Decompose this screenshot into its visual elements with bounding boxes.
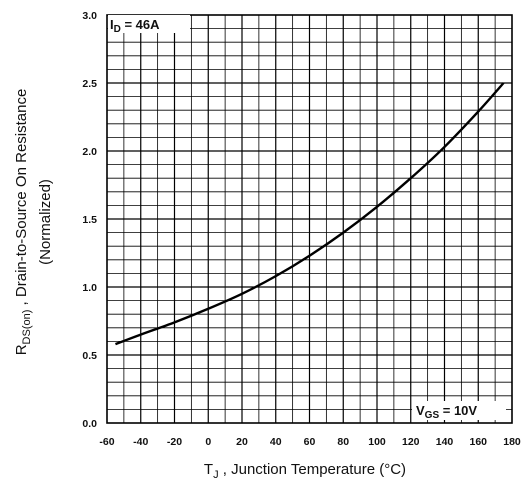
y-tick-label: 0.5 bbox=[82, 350, 97, 362]
x-tick-label: 0 bbox=[205, 436, 211, 448]
x-tick-label: 120 bbox=[402, 436, 420, 448]
y-tick-label: 1.0 bbox=[82, 282, 97, 294]
x-axis-title-text: , Junction Temperature (°C) bbox=[219, 461, 406, 478]
annotation-current-bg bbox=[108, 15, 190, 33]
x-tick-label: 140 bbox=[436, 436, 454, 448]
y-tick-labels: 0.0 0.5 1.0 1.5 2.0 2.5 3.0 bbox=[82, 10, 97, 430]
annotation-voltage-subscript: GS bbox=[425, 410, 440, 421]
annotation-voltage: VGS = 10V bbox=[416, 403, 477, 421]
x-tick-label: 160 bbox=[469, 436, 487, 448]
annotation-current-subscript: D bbox=[114, 24, 121, 35]
series-line bbox=[115, 82, 505, 346]
x-tick-labels: -60 -40 -20 0 20 40 60 80 100 120 140 160 180 bbox=[99, 436, 521, 448]
annotation-current: ID = 46A bbox=[110, 17, 160, 35]
annotation-voltage-symbol: V bbox=[416, 403, 425, 418]
x-tick-label: -40 bbox=[133, 436, 148, 448]
x-axis-title: TJ , Junction Temperature (°C) bbox=[204, 461, 406, 481]
x-axis-title-symbol: T bbox=[204, 461, 213, 478]
x-tick-label: 180 bbox=[503, 436, 521, 448]
y-tick-label: 2.5 bbox=[82, 78, 97, 90]
annotation-voltage-bg bbox=[412, 401, 506, 420]
plot-frame bbox=[106, 14, 513, 424]
y-axis-title-subscript: DS(on) bbox=[21, 310, 33, 345]
x-tick-label: 60 bbox=[304, 436, 316, 448]
grid bbox=[107, 15, 512, 423]
x-tick-label: 20 bbox=[236, 436, 248, 448]
y-axis-title-line2: (Normalized) bbox=[37, 179, 54, 265]
y-axis-title: RDS(on) , Drain-to-Source On Resistance bbox=[13, 89, 33, 356]
y-tick-label: 0.0 bbox=[82, 418, 97, 430]
annotation-current-value: = 46A bbox=[121, 17, 160, 32]
x-tick-label: 80 bbox=[337, 436, 349, 448]
y-tick-label: 1.5 bbox=[82, 214, 97, 226]
x-tick-label: -60 bbox=[99, 436, 114, 448]
y-axis-title-symbol: R bbox=[13, 344, 30, 355]
x-tick-label: 40 bbox=[270, 436, 282, 448]
x-axis-title-subscript: J bbox=[213, 469, 219, 481]
y-axis-title-text: , Drain-to-Source On Resistance bbox=[13, 89, 30, 310]
y-tick-label: 2.0 bbox=[82, 146, 97, 158]
annotation-voltage-value: = 10V bbox=[439, 403, 477, 418]
x-tick-label: -20 bbox=[167, 436, 182, 448]
annotation-current-symbol: I bbox=[110, 17, 114, 32]
y-tick-label: 3.0 bbox=[82, 10, 97, 22]
x-tick-label: 100 bbox=[368, 436, 386, 448]
